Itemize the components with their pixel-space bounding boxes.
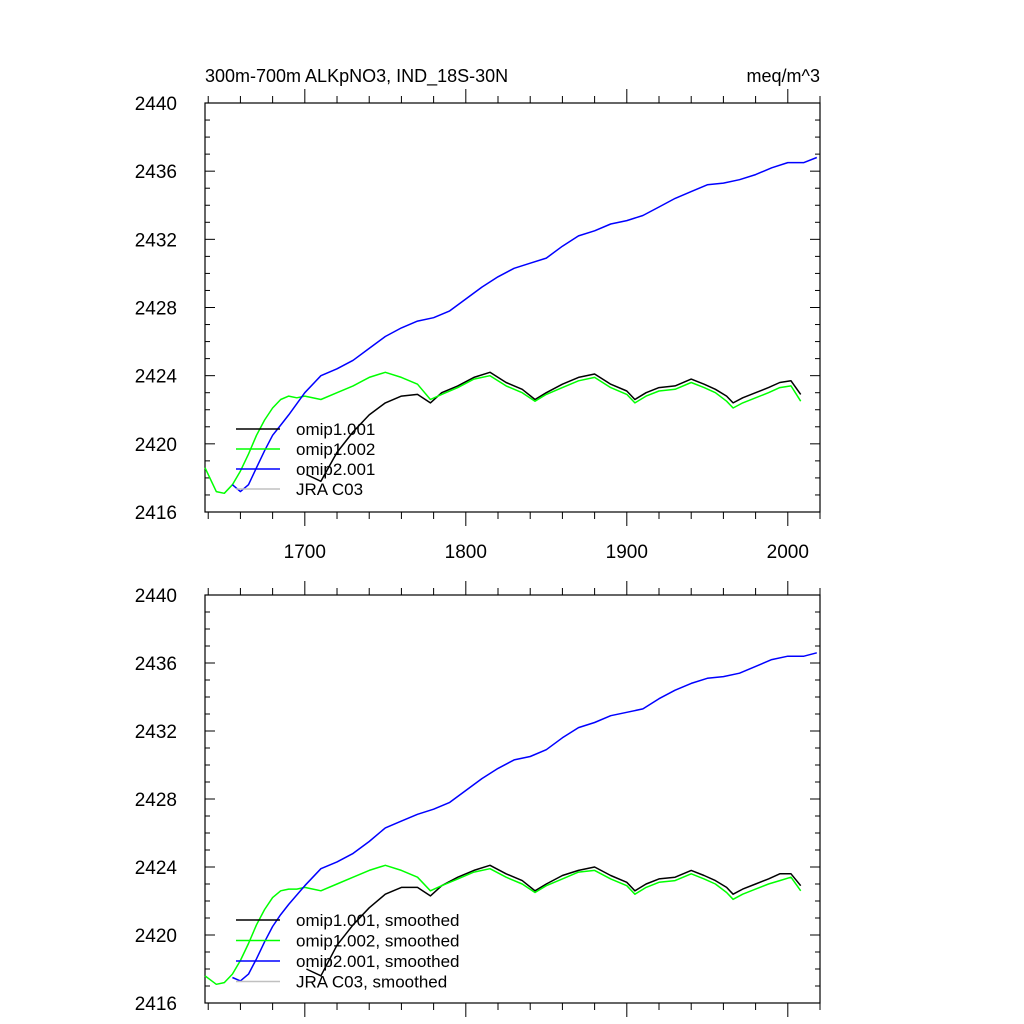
top-legend-label: JRA C03 [296, 480, 363, 499]
top-legend-label: omip2.001 [296, 460, 375, 479]
top-y-tick-label: 2416 [135, 503, 177, 524]
top-x-tick-label: 1800 [445, 542, 487, 563]
top-x-tick-label: 2000 [767, 542, 809, 563]
top-series-line-0 [306, 371, 802, 483]
bottom-legend-label: JRA C03, smoothed [296, 973, 447, 992]
bottom-y-tick-label: 2436 [135, 654, 177, 675]
bottom-y-tick-label: 2432 [135, 722, 177, 743]
bottom-legend-label: omip1.001, smoothed [296, 911, 460, 930]
top-y-tick-label: 2428 [135, 299, 177, 320]
top-series-line-1 [204, 371, 802, 495]
top-y-tick-label: 2440 [135, 94, 177, 115]
top-y-tick-label: 2432 [135, 230, 177, 251]
top-panel: 300m-700m ALKpNO3, IND_18S-30N meq/m^3 2… [135, 66, 821, 563]
bottom-y-tick-label: 2416 [135, 994, 177, 1015]
bottom-y-tick-label: 2428 [135, 790, 177, 811]
bottom-series-line-1 [204, 864, 802, 986]
top-legend-label: omip1.002 [296, 440, 375, 459]
top-y-tick-label: 2420 [135, 435, 177, 456]
top-x-tick-label: 1900 [606, 542, 648, 563]
top-x-tick-label: 1700 [284, 542, 326, 563]
top-y-tick-label: 2436 [135, 162, 177, 183]
bottom-y-tick-label: 2440 [135, 586, 177, 607]
bottom-legend-label: omip2.001, smoothed [296, 952, 460, 971]
top-y-tick-label: 2424 [135, 367, 178, 388]
bottom-panel: 2416 2420 2424 2428 2432 2436 2440 omip1.001, s… [135, 581, 821, 1017]
top-panel-title: 300m-700m ALKpNO3, IND_18S-30N [205, 66, 508, 87]
top-series-line-2 [231, 156, 818, 493]
bottom-series-line-2 [232, 652, 817, 982]
bottom-y-tick-label: 2420 [135, 926, 177, 947]
top-panel-units: meq/m^3 [747, 66, 820, 86]
bottom-y-tick-label: 2424 [135, 858, 178, 879]
bottom-series-line-0 [306, 864, 802, 977]
top-legend-label: omip1.001 [296, 420, 375, 439]
bottom-legend-label: omip1.002, smoothed [296, 932, 460, 951]
